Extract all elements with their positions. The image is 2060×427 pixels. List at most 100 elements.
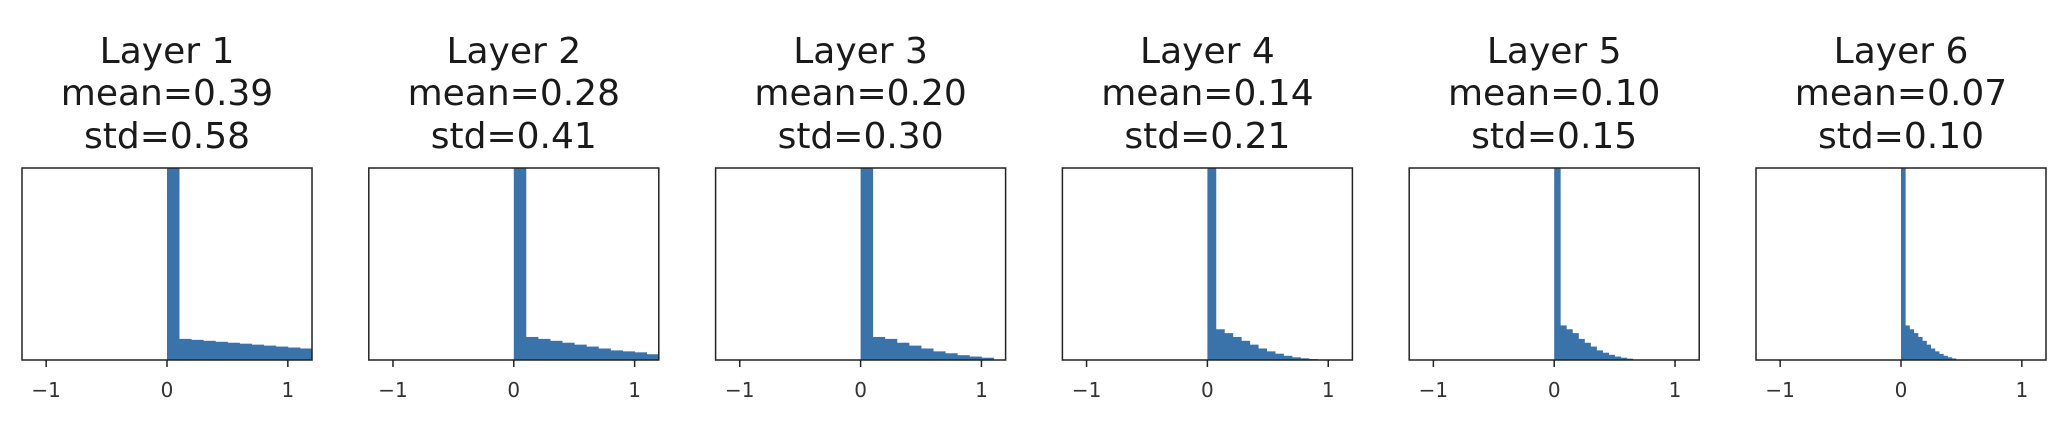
panel-5-bar-1 <box>1554 168 1561 360</box>
panel-2-xtick-label-3: 1 <box>628 378 641 402</box>
panel-5-bar-11 <box>1614 356 1622 360</box>
panel-6-bar-1 <box>1901 168 1906 360</box>
panel-1-title-line-2: mean=0.39 <box>61 73 273 114</box>
panel-6-title-line-1: Layer 6 <box>1834 31 1969 72</box>
panel-2-title-line-3: std=0.41 <box>431 116 597 157</box>
panel-6-bar-3 <box>1909 329 1915 360</box>
panel-4-title-line-1: Layer 4 <box>1140 31 1275 72</box>
panel-6-bar-12 <box>1947 357 1953 360</box>
panel-1-bar-5 <box>215 341 228 360</box>
panel-4-bar-4 <box>1232 336 1242 360</box>
panel-3-xtick-label-3: 1 <box>975 378 988 402</box>
panel-5-title-line-2: mean=0.10 <box>1448 73 1660 114</box>
panel-3-xtick-label-1: −1 <box>725 378 754 402</box>
panel-2-title-line-2: mean=0.28 <box>408 73 620 114</box>
panel-1-bar-7 <box>239 343 252 360</box>
panel-3-bar-9 <box>957 355 970 360</box>
panel-5-bar-5 <box>1578 338 1585 360</box>
panel-2-bar-1 <box>513 168 527 360</box>
panel-2-bar-8 <box>598 348 611 360</box>
panel-2-bar-7 <box>586 346 599 360</box>
panel-1-xtick-label-2: 0 <box>161 378 174 402</box>
panel-6-bar-10 <box>1939 353 1944 360</box>
panel-6-title-line-2: mean=0.07 <box>1795 73 2007 114</box>
panel-4-xtick-label-1: −1 <box>1072 378 1101 402</box>
panel-4-xtick-label-3: 1 <box>1322 378 1335 402</box>
panel-2-bar-5 <box>562 342 575 360</box>
panel-5-title-line-3: std=0.15 <box>1471 116 1637 157</box>
panel-1-bar-12 <box>299 348 312 360</box>
panel-1-bar-2 <box>179 338 192 360</box>
panel-5-bar-9 <box>1602 352 1609 360</box>
panel-2-bars <box>513 168 659 360</box>
panel-3-bars <box>860 168 994 360</box>
panel-4-bar-10 <box>1283 355 1293 360</box>
panel-2-bar-11 <box>634 352 648 360</box>
panel-1-bar-9 <box>263 345 277 360</box>
panel-4-bar-7 <box>1258 348 1268 360</box>
panel-6-bar-13 <box>1951 358 1957 360</box>
panel-3-bar-3 <box>884 338 898 360</box>
panel-2-bar-9 <box>610 350 623 360</box>
panel-1-xtick-label-3: 1 <box>281 378 294 402</box>
panel-2-bar-10 <box>622 351 636 360</box>
panel-5-bar-3 <box>1566 329 1573 360</box>
panel-5-bar-12 <box>1620 357 1628 360</box>
panel-4-bar-12 <box>1300 358 1310 360</box>
panel-4-bar-8 <box>1266 351 1276 360</box>
panel-3-bar-4 <box>896 342 910 360</box>
panel-5-bar-10 <box>1608 354 1616 360</box>
panel-3-bar-8 <box>945 353 958 360</box>
panel-1-title-line-3: std=0.58 <box>84 116 250 157</box>
panel-2-title-line-1: Layer 2 <box>446 31 581 72</box>
panel-1-bar-10 <box>275 346 289 360</box>
panel-3-bar-6 <box>921 348 934 360</box>
panel-6-bar-11 <box>1943 355 1948 360</box>
panel-5-bars <box>1554 168 1634 360</box>
panel-6-bar-9 <box>1934 351 1940 360</box>
panel-3-title-line-2: mean=0.20 <box>754 73 966 114</box>
panel-1-xtick-label-1: −1 <box>31 378 60 402</box>
panel-6-bar-7 <box>1926 344 1932 360</box>
panel-3-title-line-1: Layer 3 <box>793 31 928 72</box>
panel-4-bar-11 <box>1291 357 1301 360</box>
panel-6-bar-2 <box>1905 325 1910 360</box>
panel-1-bar-6 <box>227 342 240 360</box>
panel-4-xtick-label-2: 0 <box>1201 378 1214 402</box>
panel-6-xtick-label-1: −1 <box>1765 378 1794 402</box>
panel-6-bar-6 <box>1922 340 1927 360</box>
panel-2-xtick-label-2: 0 <box>507 378 520 402</box>
panel-3-bar-11 <box>981 357 994 360</box>
panel-4-bar-1 <box>1207 168 1217 360</box>
panel-3-xtick-label-2: 0 <box>854 378 867 402</box>
panel-1-bar-1 <box>167 168 180 360</box>
panel-1-bars <box>167 168 312 360</box>
panel-6-bar-5 <box>1917 336 1923 360</box>
panel-3-bar-7 <box>933 351 946 360</box>
panel-1-title-line-1: Layer 1 <box>100 31 235 72</box>
panel-6-bar-4 <box>1913 333 1919 360</box>
panel-6-xtick-label-2: 0 <box>1895 378 1908 402</box>
panel-5-xtick-label-1: −1 <box>1419 378 1448 402</box>
panel-5-bar-4 <box>1572 333 1579 360</box>
panel-6-bars <box>1901 168 1957 360</box>
panel-4-title-line-2: mean=0.14 <box>1101 73 1313 114</box>
panel-4-bar-5 <box>1241 340 1251 360</box>
panel-6-title-line-3: std=0.10 <box>1818 116 1984 157</box>
panel-3-bar-1 <box>860 168 874 360</box>
panel-2-bar-6 <box>574 344 587 360</box>
panel-1-bar-4 <box>203 340 216 360</box>
panel-5-xtick-label-3: 1 <box>1669 378 1682 402</box>
panel-4-bar-9 <box>1275 353 1284 360</box>
panel-4-bar-6 <box>1249 344 1259 360</box>
panel-4-bar-2 <box>1215 329 1225 360</box>
panel-2-bar-3 <box>537 338 551 360</box>
panel-2-bar-4 <box>550 340 563 360</box>
panel-3-bar-5 <box>908 345 922 360</box>
